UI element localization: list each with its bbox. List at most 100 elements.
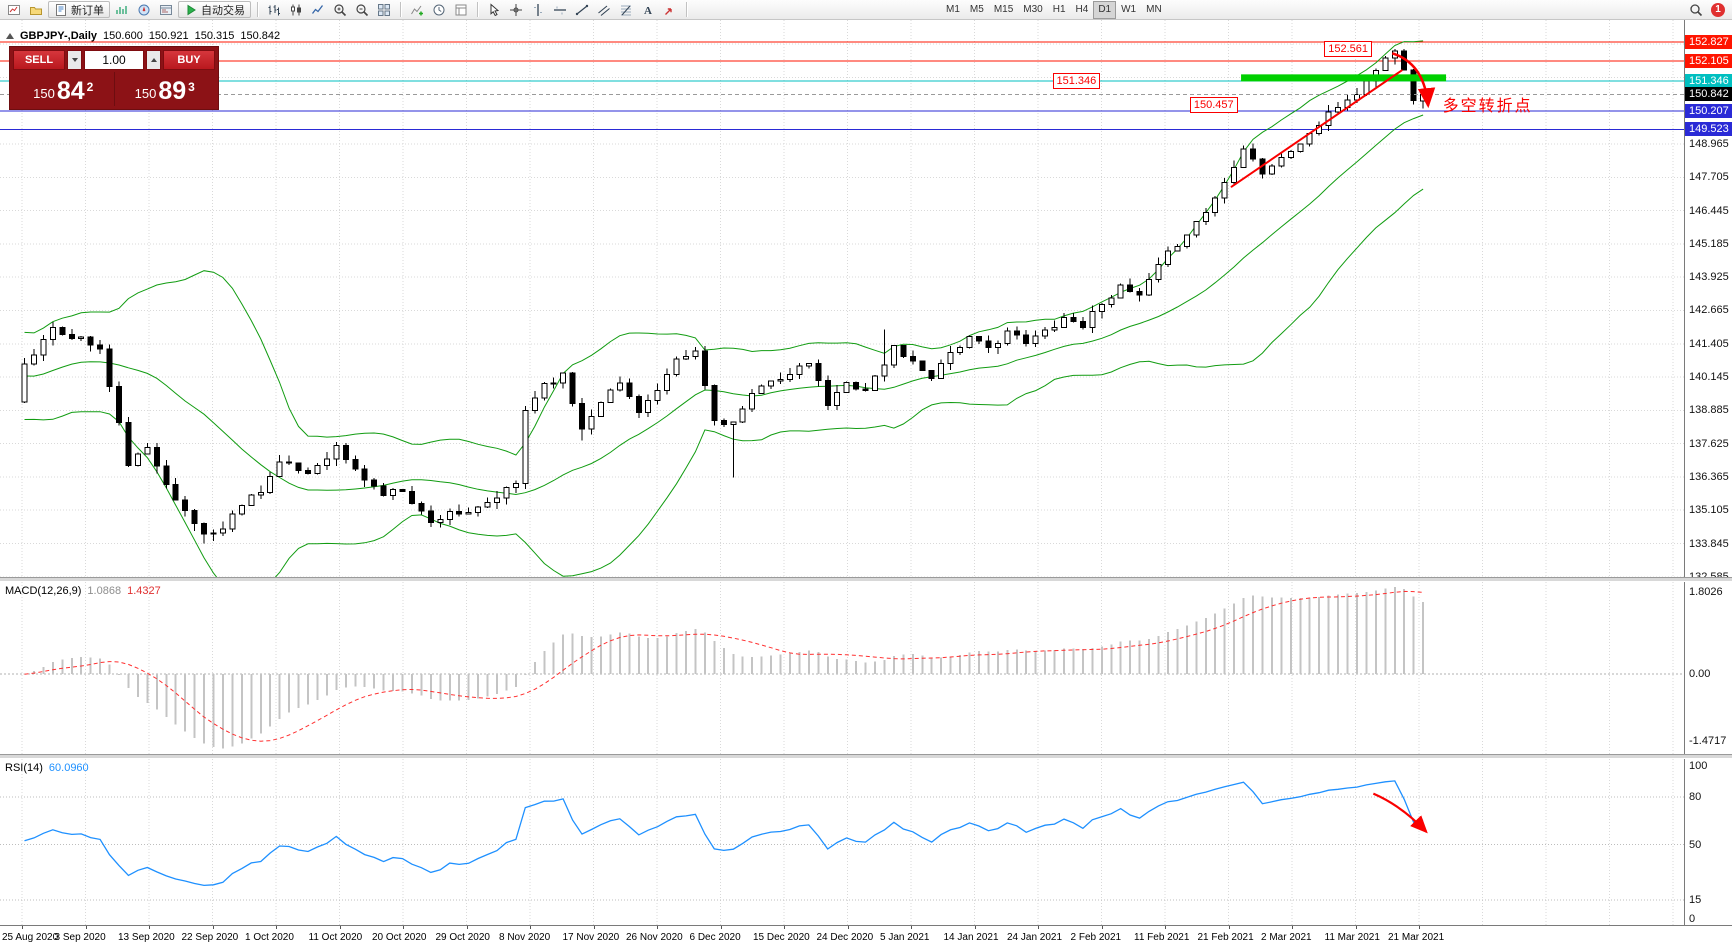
crosshair-icon[interactable] [506,1,526,19]
rsi-panel[interactable]: RSI(14) 60.0960 [0,759,1684,925]
time-scale[interactable]: 25 Aug 2020 3 Sep 2020 13 Sep 2020 22 Sep 2… [0,925,1732,942]
main-chart-area[interactable]: GBPJPY-,Daily 150.600 150.921 150.315 15… [0,20,1684,577]
timeframe-m30[interactable]: M30 [1023,4,1043,15]
notification-badge[interactable]: 1 [1711,2,1725,17]
cursor-icon[interactable] [484,1,504,19]
new-chart-icon[interactable] [4,1,24,19]
trade-panel-controls: SELL BUY [13,50,215,70]
trendline-icon[interactable] [572,1,592,19]
bid-price-label: 150.842 [1685,87,1732,102]
date-label: 2 Feb 2021 [1070,932,1122,942]
volume-increase-button[interactable] [146,50,161,70]
toolbar-separator [686,2,687,17]
toolbar-separator [477,2,478,17]
date-label: 11 Feb 2021 [1134,932,1190,942]
templates-icon[interactable] [451,1,471,19]
tile-windows-icon[interactable] [374,1,394,19]
time-tick [530,926,531,929]
profiles-icon[interactable] [26,1,46,19]
search-icon[interactable] [1686,1,1706,19]
ohlc-close: 150.842 [240,30,281,42]
down-arrow [1391,52,1436,109]
time-tick [1419,926,1420,929]
ohlc-open: 150.600 [103,30,143,42]
time-tick [657,926,658,929]
time-tick [403,926,404,929]
date-label: 25 Aug 2020 [2,932,59,942]
periods-icon[interactable] [429,1,449,19]
new-order-button[interactable]: 新订单 [48,1,110,18]
timeframe-m15[interactable]: M15 [993,4,1014,15]
text-icon[interactable]: A [638,1,658,19]
price-tick-label: 142.665 [1689,304,1729,317]
price-tick-label: 141.405 [1689,337,1729,350]
sell-button[interactable]: SELL [13,50,65,70]
navigator-icon[interactable] [134,1,154,19]
time-tick [1038,926,1039,929]
bollinger-bands [24,40,1424,577]
date-label: 17 Nov 2020 [562,932,620,942]
zoom-in-icon[interactable] [330,1,350,19]
candlestick-chart-icon[interactable] [286,1,306,19]
horizontal-line-icon[interactable] [550,1,570,19]
timeframe-mn[interactable]: MN [1146,4,1162,15]
channel-icon[interactable] [594,1,614,19]
timeframe-m5[interactable]: M5 [969,4,984,15]
volume-input[interactable] [84,50,144,70]
macd-scale-label: 1.8026 [1689,585,1723,598]
buy-price[interactable]: 150 89 3 [115,72,216,106]
macd-panel[interactable]: MACD(12,26,9) 1.0868 1.4327 [0,582,1684,754]
rsi-scale-label: 0 [1689,913,1696,925]
zoom-out-icon[interactable] [352,1,372,19]
resistance-price-annotation: 151.346 [1052,73,1101,90]
date-label: 6 Dec 2020 [689,932,741,942]
timeframe-m1[interactable]: M1 [946,4,960,15]
panel-divider[interactable] [0,754,1732,759]
market-watch-icon[interactable] [112,1,132,19]
panel-divider[interactable] [0,577,1732,582]
vertical-line-icon[interactable] [528,1,548,19]
timeframe-h1[interactable]: H1 [1052,4,1066,15]
timeframe-w1[interactable]: W1 [1121,4,1137,15]
arrows-icon[interactable] [660,1,680,19]
grid [0,20,1684,577]
sell-price[interactable]: 150 84 2 [13,72,115,106]
indicators-icon[interactable] [407,1,427,19]
collapse-panel-icon[interactable] [6,33,14,39]
macd-histogram [23,586,1425,749]
date-label: 26 Nov 2020 [626,932,683,942]
rsi-scale-label: 15 [1689,894,1702,907]
date-label: 13 Sep 2020 [118,932,175,942]
grid [21,759,1674,925]
timeframe-h4[interactable]: H4 [1075,4,1089,15]
macd-plot[interactable] [0,582,1684,754]
macd-signal-line [24,590,1424,742]
toolbar-separator [257,2,258,17]
time-tick [720,926,722,929]
price-scale[interactable]: 148.965 147.705 146.445 145.185 143.925 142.6… [1684,20,1732,577]
autotrading-button[interactable]: 自动交易 [178,1,251,18]
main-chart-row: GBPJPY-,Daily 150.600 150.921 150.315 15… [0,20,1732,577]
new-order-label: 新订单 [71,4,104,17]
fibonacci-icon[interactable] [616,1,636,19]
level-price-label: 151.346 [1685,74,1732,89]
buy-button[interactable]: BUY [163,50,215,70]
time-tick [847,926,849,929]
macd-signal-value: 1.4327 [127,585,161,597]
toolbar-separator [400,2,401,17]
line-chart-icon[interactable] [308,1,328,19]
trend-line [1230,69,1403,188]
date-label: 1 Oct 2020 [245,932,294,942]
rsi-scale-label: 50 [1689,838,1702,851]
toolbar: 新订单 自动交易 A M1 M5 M15 M30 H1 H4 D1 W1 MN 1 [0,0,1732,20]
rsi-line [24,780,1424,887]
turning-point-annotation: 多空转折点 [1442,97,1533,115]
terminal-icon[interactable] [156,1,176,19]
date-label: 21 Mar 2021 [1388,932,1445,942]
volume-decrease-button[interactable] [67,50,82,70]
timeframe-d1[interactable]: D1 [1093,0,1117,19]
bar-chart-icon[interactable] [264,1,284,19]
candlestick-plot[interactable] [0,20,1684,577]
rsi-plot[interactable] [0,759,1684,925]
